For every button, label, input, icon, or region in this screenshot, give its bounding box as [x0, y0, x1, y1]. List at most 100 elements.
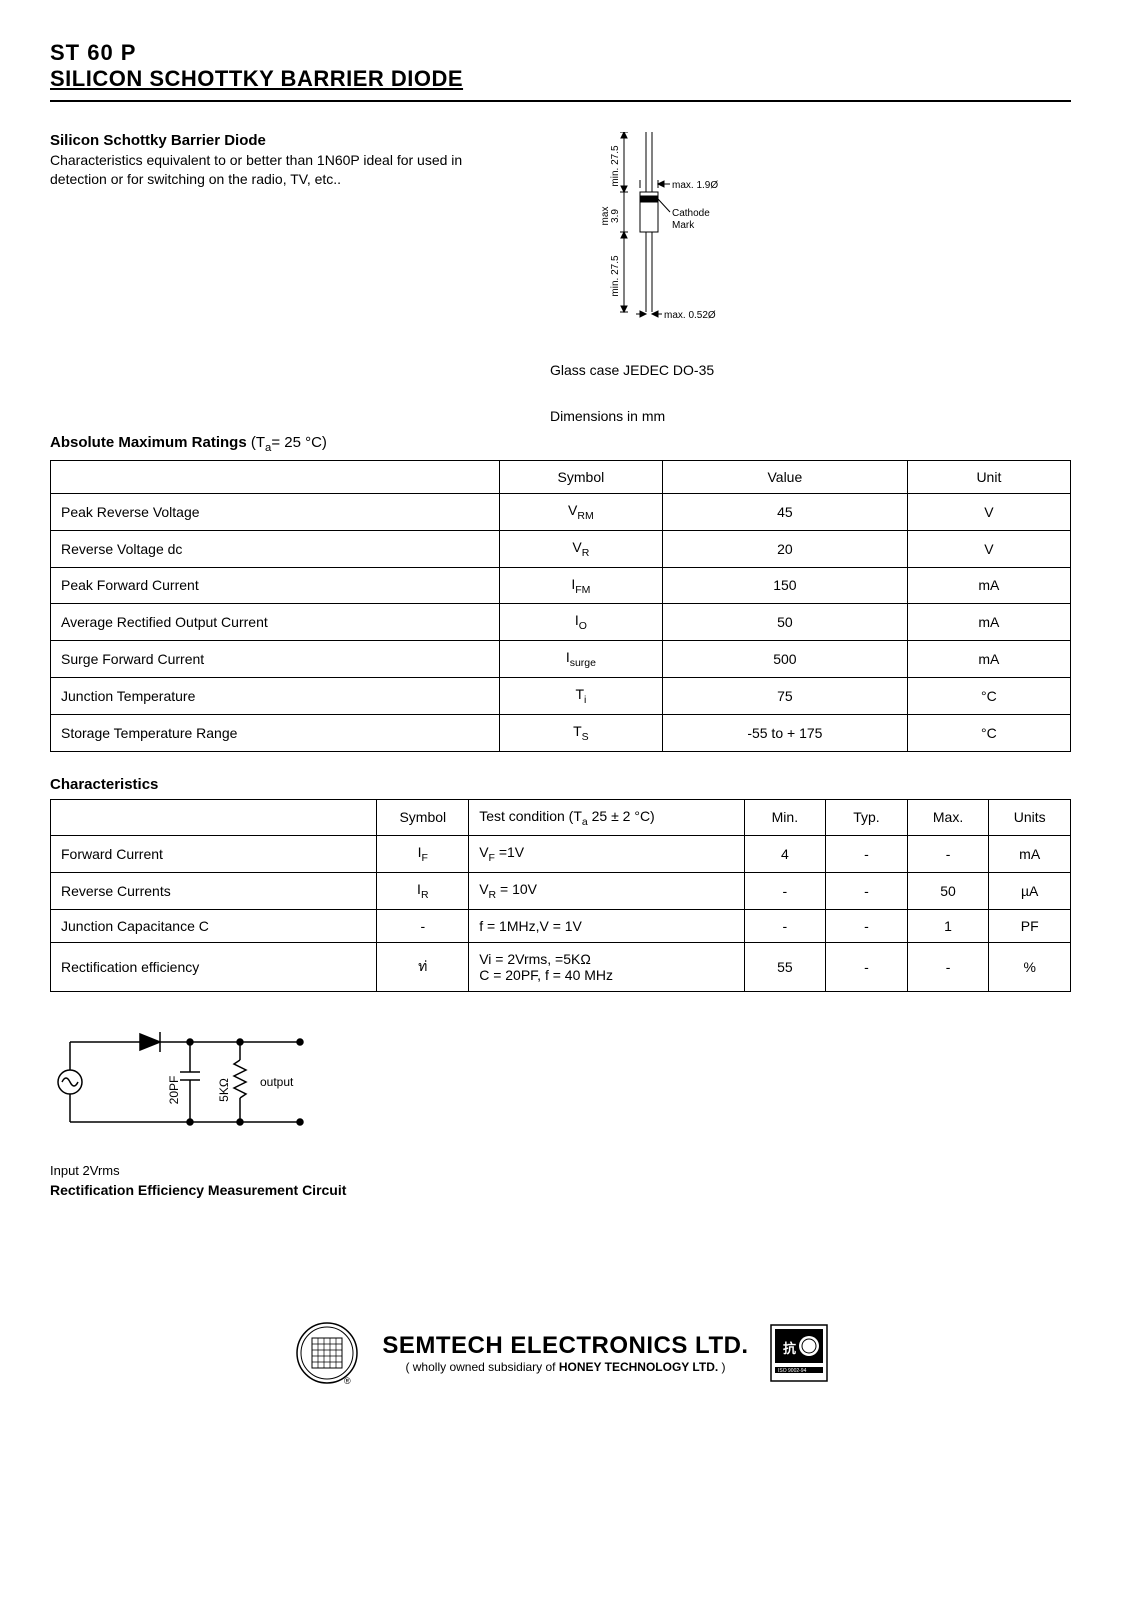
- characteristics-table: Symbol Test condition (Ta 25 ± 2 °C) Min…: [50, 799, 1071, 992]
- abs-max-table: Symbol Value Unit Peak Reverse VoltageVR…: [50, 460, 1071, 752]
- svg-text:抗: 抗: [783, 1341, 796, 1356]
- max-cell: 1: [907, 909, 989, 942]
- unit-cell: mA: [989, 836, 1071, 873]
- abs-max-heading-text: Absolute Maximum Ratings: [50, 434, 247, 451]
- input-label: Input 2Vrms: [50, 1163, 1071, 1178]
- intro-body: Characteristics equivalent to or better …: [50, 151, 470, 189]
- table-row: Average Rectified Output CurrentIO50mA: [51, 604, 1071, 641]
- unit-cell: °C: [907, 714, 1070, 751]
- value-cell: 500: [662, 641, 907, 678]
- table-row: Forward CurrentIFVF =1V4--mA: [51, 836, 1071, 873]
- col-units: Units: [989, 799, 1071, 836]
- col-symbol: Symbol: [499, 461, 662, 494]
- output-label: output: [260, 1075, 294, 1089]
- table-header-row: Symbol Test condition (Ta 25 ± 2 °C) Min…: [51, 799, 1071, 836]
- condition-cell: VF =1V: [469, 836, 744, 873]
- symbol-cell: VRM: [499, 494, 662, 531]
- table-header-row: Symbol Value Unit: [51, 461, 1071, 494]
- certification-badge-icon: 抗 ISO 9002-94: [769, 1323, 829, 1383]
- capacitor-label: 20PF: [167, 1076, 181, 1105]
- company-logo-icon: ®: [292, 1318, 362, 1388]
- dim-lead-top: min. 27.5: [610, 145, 621, 187]
- dim-lead-bot: min. 27.5: [610, 255, 621, 297]
- param-cell: Peak Reverse Voltage: [51, 494, 500, 531]
- symbol-cell: Isurge: [499, 641, 662, 678]
- min-cell: 55: [744, 942, 826, 991]
- svg-text:®: ®: [344, 1376, 351, 1386]
- min-cell: 4: [744, 836, 826, 873]
- page-footer: ® SEMTECH ELECTRONICS LTD. ( wholly owne…: [50, 1318, 1071, 1388]
- table-row: Junction Capacitance C-f = 1MHz,V = 1V--…: [51, 909, 1071, 942]
- param-cell: Storage Temperature Range: [51, 714, 500, 751]
- svg-text:ISO 9002-94: ISO 9002-94: [778, 1368, 807, 1374]
- symbol-cell: IO: [499, 604, 662, 641]
- abs-max-cond: (Ta= 25 °C): [251, 434, 327, 451]
- min-cell: -: [744, 873, 826, 910]
- param-cell: Rectification efficiency: [51, 942, 377, 991]
- unit-cell: mA: [907, 567, 1070, 604]
- unit-cell: µA: [989, 873, 1071, 910]
- col-typ: Typ.: [826, 799, 908, 836]
- condition-cell: VR = 10V: [469, 873, 744, 910]
- typ-cell: -: [826, 909, 908, 942]
- unit-cell: %: [989, 942, 1071, 991]
- table-row: Rectification efficiencyท่Vi = 2Vrms, =5…: [51, 942, 1071, 991]
- value-cell: 20: [662, 530, 907, 567]
- table-row: Surge Forward CurrentIsurge500mA: [51, 641, 1071, 678]
- table-row: Peak Reverse VoltageVRM45V: [51, 494, 1071, 531]
- table-row: Reverse Voltage dcVR20V: [51, 530, 1071, 567]
- unit-cell: V: [907, 494, 1070, 531]
- unit-cell: V: [907, 530, 1070, 567]
- col-min: Min.: [744, 799, 826, 836]
- value-cell: 75: [662, 677, 907, 714]
- col-symbol: Symbol: [377, 799, 469, 836]
- param-cell: Reverse Voltage dc: [51, 530, 500, 567]
- col-param: [51, 799, 377, 836]
- param-cell: Junction Temperature: [51, 677, 500, 714]
- circuit-block: 20PF 5KΩ output Input 2Vrms Rectificatio…: [50, 1022, 1071, 1198]
- dim-body-len: 3.9: [610, 209, 621, 223]
- param-cell: Reverse Currents: [51, 873, 377, 910]
- package-diagram-column: min. 27.5 max 3.9 min. 27.5 max. 1.9Ø: [510, 132, 1071, 424]
- min-cell: -: [744, 909, 826, 942]
- symbol-cell: IFM: [499, 567, 662, 604]
- document-header: ST 60 P SILICON SCHOTTKY BARRIER DIODE: [50, 40, 1071, 92]
- symbol-cell: VR: [499, 530, 662, 567]
- param-cell: Junction Capacitance C: [51, 909, 377, 942]
- param-cell: Forward Current: [51, 836, 377, 873]
- table-row: Peak Forward CurrentIFM150mA: [51, 567, 1071, 604]
- col-test-condition: Test condition (Ta 25 ± 2 °C): [469, 799, 744, 836]
- col-param: [51, 461, 500, 494]
- unit-cell: mA: [907, 604, 1070, 641]
- value-cell: -55 to + 175: [662, 714, 907, 751]
- part-number: ST 60 P: [50, 40, 1071, 66]
- mark-label: Mark: [672, 220, 695, 231]
- param-cell: Surge Forward Current: [51, 641, 500, 678]
- rectification-circuit-diagram: 20PF 5KΩ output: [50, 1022, 330, 1152]
- intro-heading: Silicon Schottky Barrier Diode: [50, 132, 470, 149]
- symbol-cell: ท่: [377, 942, 469, 991]
- typ-cell: -: [826, 836, 908, 873]
- col-unit: Unit: [907, 461, 1070, 494]
- circuit-title: Rectification Efficiency Measurement Cir…: [50, 1182, 1071, 1198]
- col-value: Value: [662, 461, 907, 494]
- unit-cell: PF: [989, 909, 1071, 942]
- table-row: Reverse CurrentsIRVR = 10V--50µA: [51, 873, 1071, 910]
- dim-body-dia: max. 1.9Ø: [672, 180, 718, 191]
- unit-cell: °C: [907, 677, 1070, 714]
- dim-lead-dia: max. 0.52Ø: [664, 310, 716, 321]
- typ-cell: -: [826, 942, 908, 991]
- package-outline-diagram: min. 27.5 max 3.9 min. 27.5 max. 1.9Ø: [550, 132, 770, 332]
- max-cell: -: [907, 836, 989, 873]
- unit-cell: mA: [907, 641, 1070, 678]
- typ-cell: -: [826, 873, 908, 910]
- package-caption: Glass case JEDEC DO-35: [550, 362, 1071, 378]
- param-cell: Peak Forward Current: [51, 567, 500, 604]
- max-cell: -: [907, 942, 989, 991]
- dimensions-note: Dimensions in mm: [550, 408, 1071, 424]
- col-max: Max.: [907, 799, 989, 836]
- symbol-cell: IR: [377, 873, 469, 910]
- document-title: SILICON SCHOTTKY BARRIER DIODE: [50, 66, 1071, 92]
- symbol-cell: Ti: [499, 677, 662, 714]
- param-cell: Average Rectified Output Current: [51, 604, 500, 641]
